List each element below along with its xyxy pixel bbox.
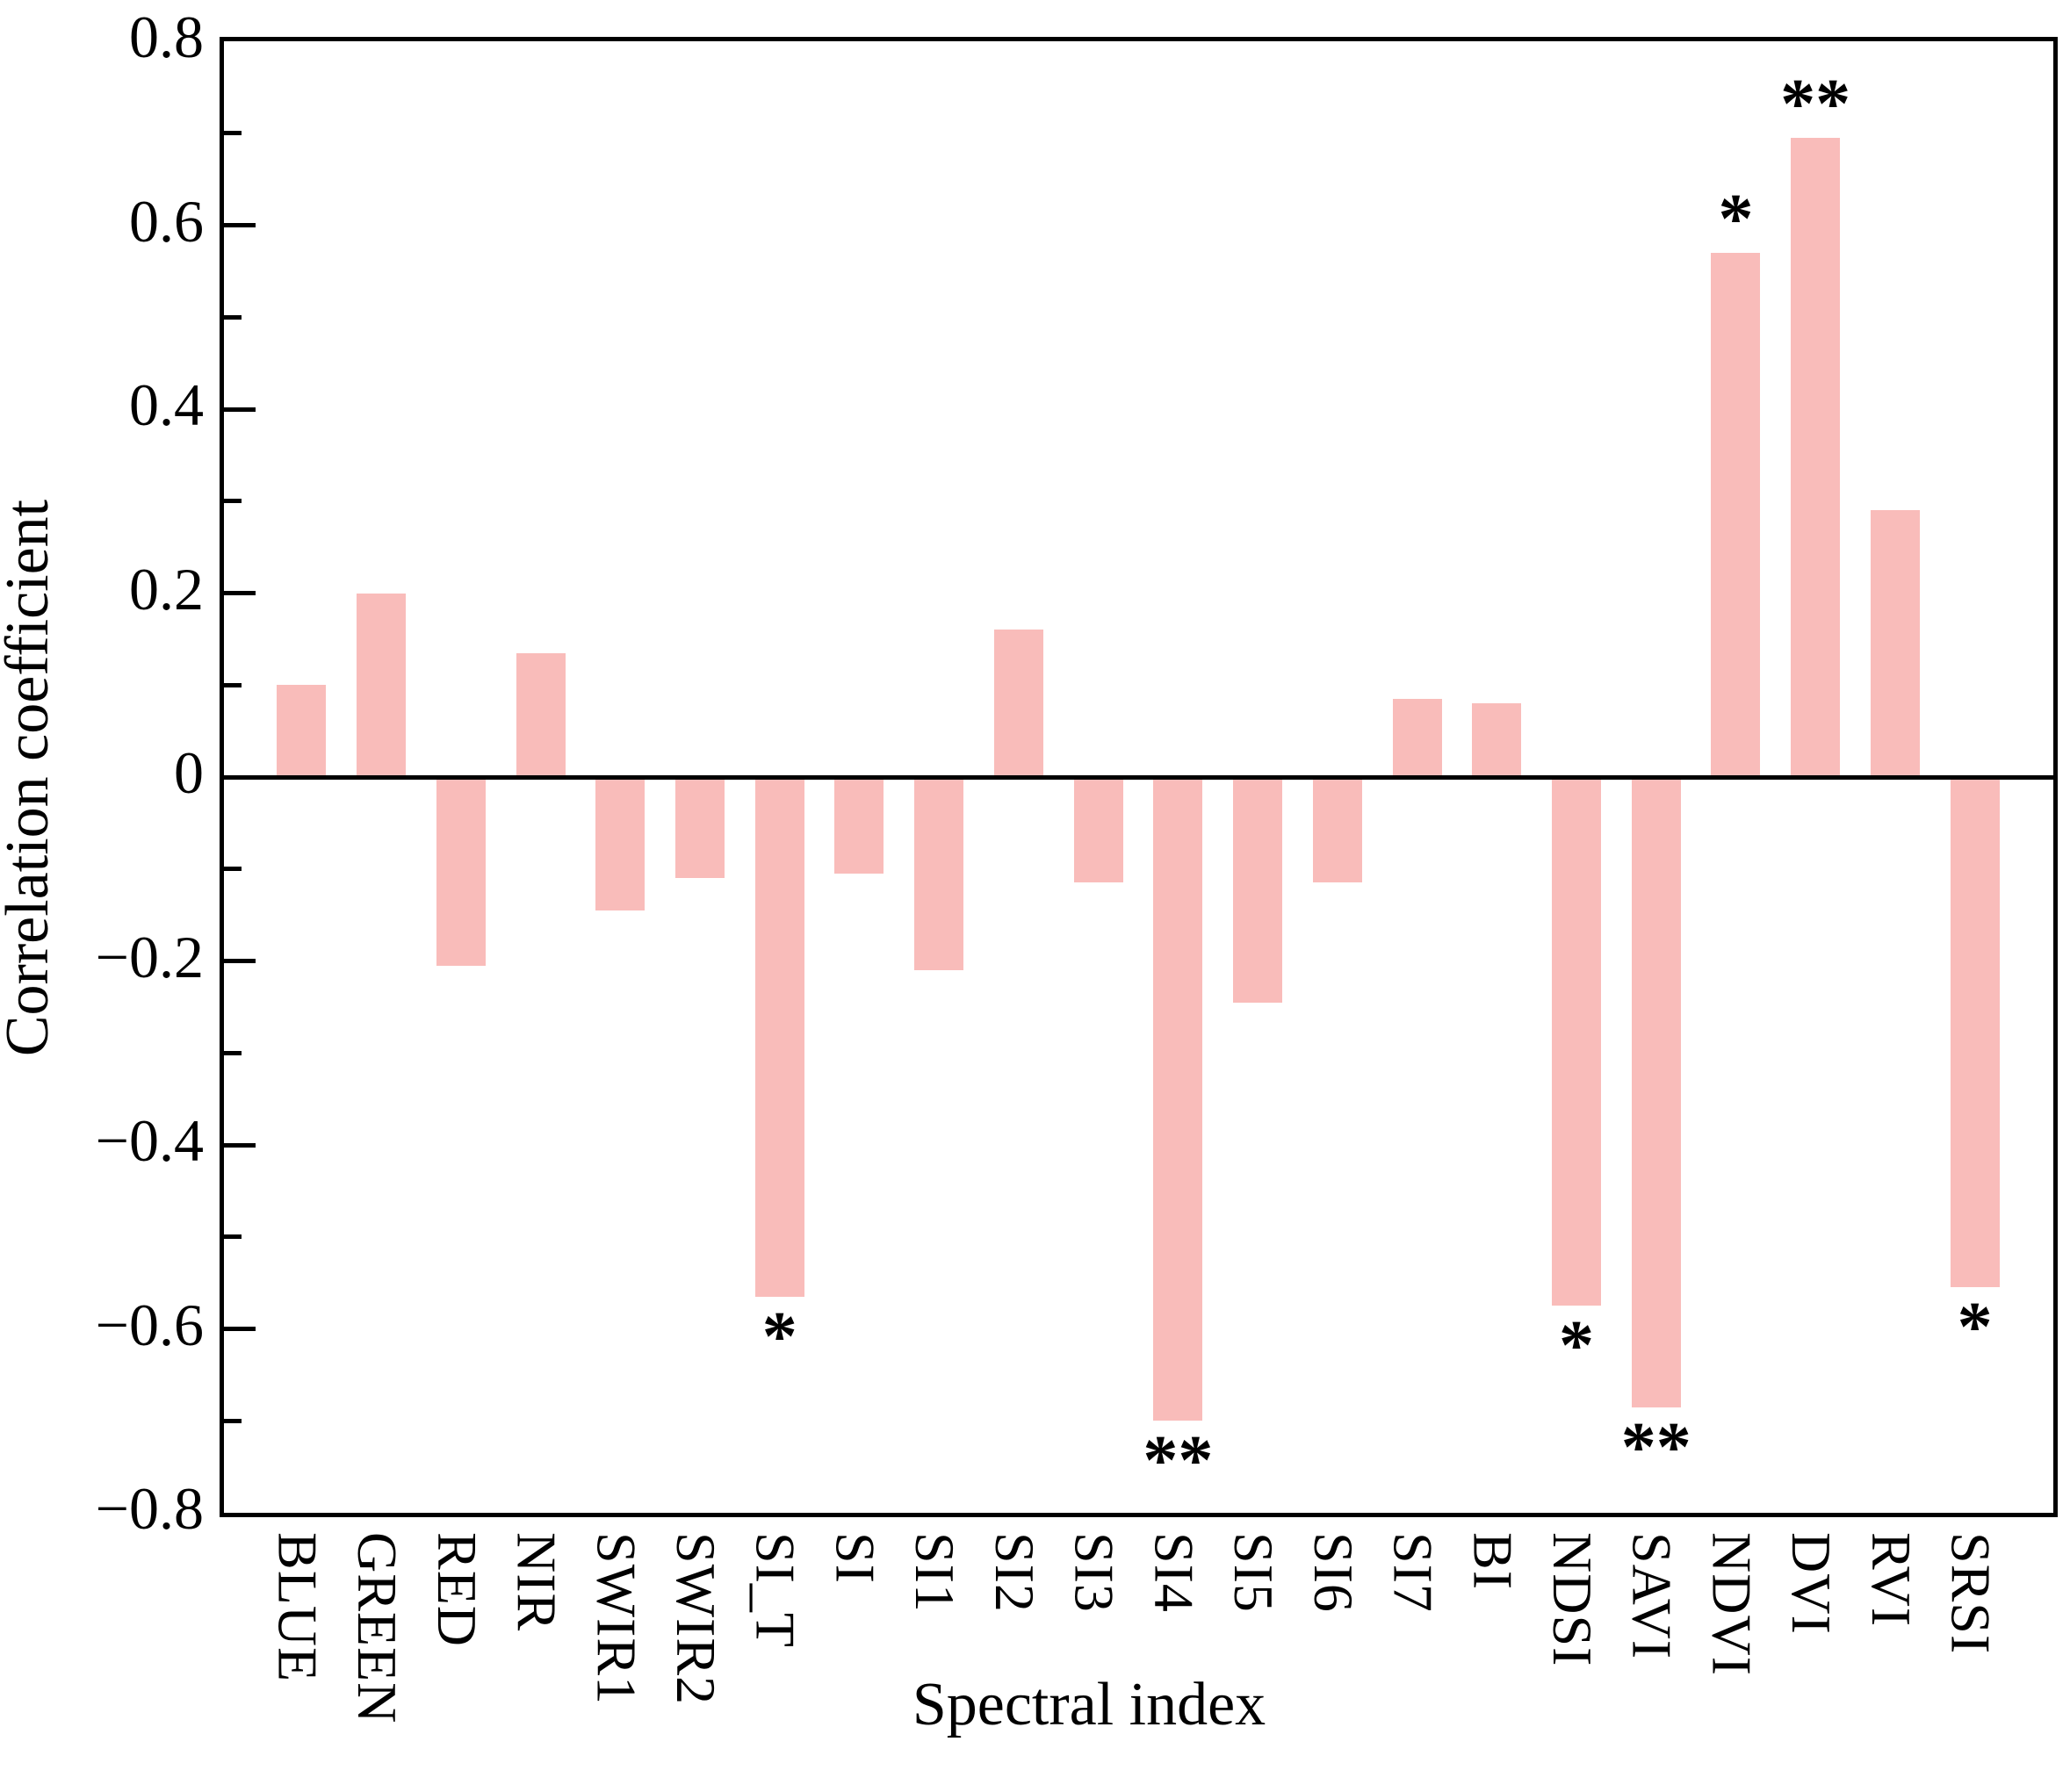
y-minor-tick--0.1 — [224, 867, 242, 872]
significance-marker-srsi: * — [1957, 1289, 1993, 1367]
significance-marker-dvi: ** — [1780, 65, 1851, 143]
bar-green — [357, 593, 407, 777]
x-tick-label-ndvi: NDVI — [1700, 1532, 1763, 1676]
x-tick-label-savi: SAVI — [1620, 1532, 1684, 1660]
y-tick-label-0.6: 0.6 — [129, 187, 204, 255]
significance-marker-savi: ** — [1620, 1408, 1691, 1486]
x-tick-label-si4: SI4 — [1143, 1532, 1206, 1613]
bar-red — [436, 777, 486, 966]
y-tick-label-0.4: 0.4 — [129, 371, 204, 438]
y-major-tick-0.2 — [224, 591, 256, 595]
x-tick-label-swir1: SWIR1 — [585, 1532, 648, 1705]
y-minor-tick--0.7 — [224, 1418, 242, 1423]
x-tick-label-si3: SI3 — [1063, 1532, 1126, 1613]
x-tick-label-red: RED — [425, 1532, 488, 1647]
y-tick-label--0.6: −0.6 — [95, 1291, 204, 1358]
x-tick-label-si6: SI6 — [1302, 1532, 1365, 1613]
y-major-tick--0.6 — [224, 1327, 256, 1331]
bar-rvi — [1870, 510, 1920, 777]
significance-marker-si-t: * — [761, 1298, 797, 1376]
y-tick-label--0.2: −0.2 — [95, 923, 204, 990]
bar-ndvi — [1711, 252, 1761, 777]
x-tick-label-green: GREEN — [346, 1532, 409, 1724]
bar-si — [834, 777, 884, 874]
bar-si-t — [754, 777, 804, 1297]
bar-nir — [516, 652, 566, 777]
bar-savi — [1631, 777, 1681, 1407]
y-minor-tick-0.7 — [224, 131, 242, 136]
x-tick-label-si2: SI2 — [983, 1532, 1046, 1613]
x-tick-label-si: SI — [824, 1532, 887, 1584]
x-tick-label-bi: BI — [1461, 1532, 1525, 1590]
significance-marker-ndsi: * — [1559, 1307, 1594, 1385]
y-tick-label-0.8: 0.8 — [129, 4, 204, 70]
bar-si6 — [1312, 777, 1362, 883]
bar-dvi — [1791, 137, 1841, 777]
y-major-tick--0.4 — [224, 1142, 256, 1148]
x-tick-label-dvi: DVI — [1780, 1532, 1843, 1635]
significance-marker-si4: ** — [1143, 1422, 1214, 1501]
x-tick-label-si7: SI7 — [1381, 1532, 1445, 1613]
x-tick-label-si-t: SI_T — [744, 1532, 807, 1648]
x-tick-label-nir: NIR — [505, 1532, 568, 1632]
significance-marker-ndvi: * — [1718, 180, 1754, 258]
bar-si4 — [1153, 777, 1203, 1421]
y-tick-label--0.4: −0.4 — [95, 1107, 204, 1174]
y-tick-label-0.2: 0.2 — [129, 555, 204, 623]
x-tick-label-srsi: SRSI — [1939, 1532, 2002, 1655]
bar-srsi — [1950, 777, 2000, 1288]
y-major-tick--0.2 — [224, 959, 256, 963]
x-tick-label-swir2: SWIR2 — [665, 1532, 727, 1705]
x-tick-label-si1: SI1 — [904, 1532, 967, 1613]
bar-si7 — [1392, 698, 1442, 777]
bar-si2 — [993, 630, 1043, 777]
x-tick-label-ndsi: NDSI — [1541, 1532, 1604, 1667]
y-tick-label-0: 0 — [174, 739, 204, 806]
y-axis-title: Correlation coefficient — [0, 499, 61, 1057]
plot-area: * ** * ** * ** * — [220, 37, 2058, 1517]
y-major-tick-0 — [224, 774, 256, 780]
bar-si5 — [1233, 777, 1283, 1003]
bar-swir2 — [675, 777, 725, 879]
bar-si3 — [1073, 777, 1123, 883]
y-tick-label--0.8: −0.8 — [95, 1475, 204, 1542]
x-tick-label-si5: SI5 — [1223, 1532, 1286, 1613]
y-major-tick-0.6 — [224, 223, 256, 227]
y-major-tick-0.4 — [224, 407, 256, 412]
x-tick-label-rvi: RVI — [1859, 1532, 1922, 1628]
zero-axis-line — [224, 774, 2053, 780]
bar-blue — [277, 685, 327, 777]
y-minor-tick-0.5 — [224, 314, 242, 320]
bar-swir1 — [595, 777, 646, 910]
bar-si1 — [914, 777, 964, 970]
bar-ndsi — [1552, 777, 1601, 1306]
x-tick-label-blue: BLUE — [266, 1532, 329, 1683]
x-axis-title: Spectral index — [912, 1671, 1266, 1738]
y-minor-tick-0.1 — [224, 682, 242, 687]
y-minor-tick--0.5 — [224, 1234, 242, 1240]
bar-bi — [1472, 703, 1522, 777]
y-minor-tick--0.3 — [224, 1050, 242, 1055]
y-minor-tick-0.3 — [224, 499, 242, 504]
